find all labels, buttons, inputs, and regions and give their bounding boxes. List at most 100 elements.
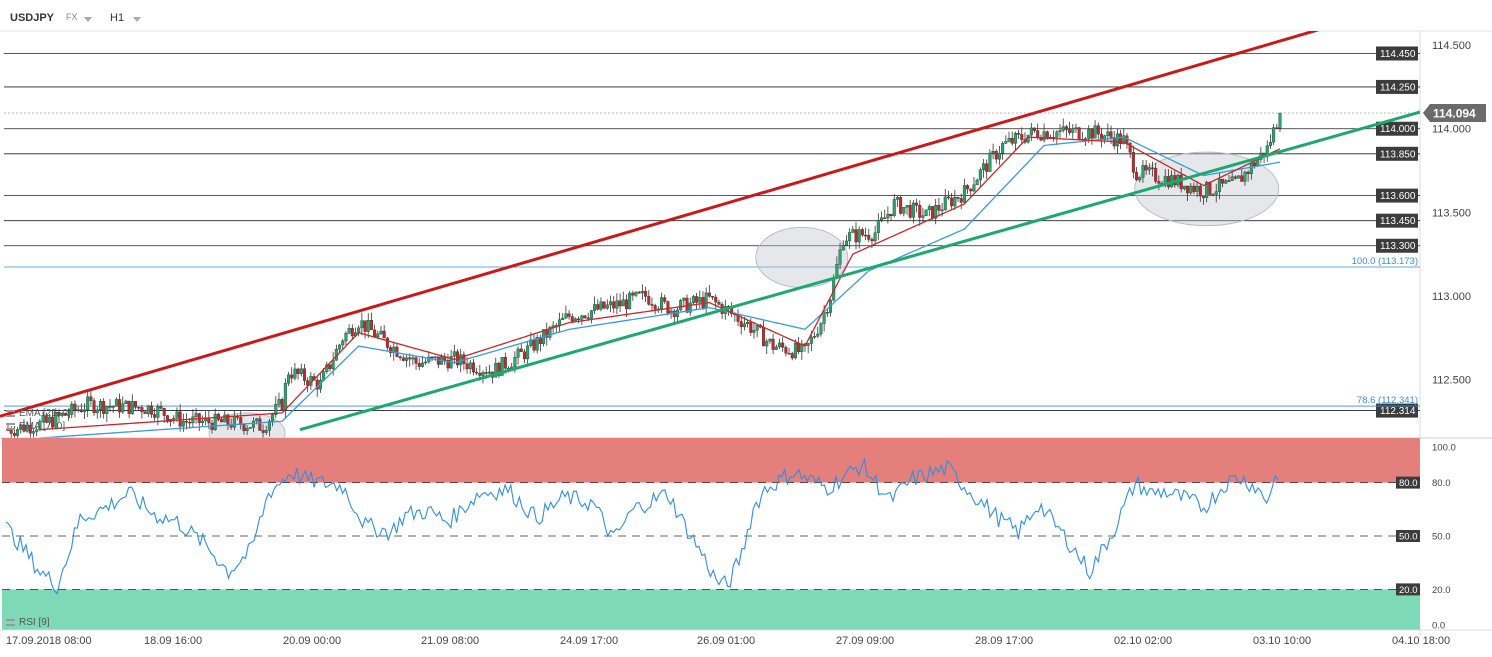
candle-body[interactable] xyxy=(567,313,571,317)
candle-body[interactable] xyxy=(704,292,708,308)
candle-body[interactable] xyxy=(675,309,679,317)
candle-body[interactable] xyxy=(1268,141,1272,146)
candle-body[interactable] xyxy=(494,362,498,378)
candle-body[interactable] xyxy=(701,297,705,308)
candle-body[interactable] xyxy=(245,428,249,431)
candle-body[interactable] xyxy=(813,335,817,338)
candle-body[interactable] xyxy=(137,406,141,409)
candle-body[interactable] xyxy=(1147,167,1151,171)
candle-body[interactable] xyxy=(599,301,603,310)
candle-body[interactable] xyxy=(478,372,482,376)
candle-body[interactable] xyxy=(742,323,746,328)
candle-body[interactable] xyxy=(293,368,297,379)
candle-body[interactable] xyxy=(140,407,144,413)
candle-body[interactable] xyxy=(819,323,823,335)
candle-body[interactable] xyxy=(982,163,986,170)
candle-body[interactable] xyxy=(299,368,303,374)
candle-body[interactable] xyxy=(86,396,90,411)
symbol-label[interactable]: USDJPY xyxy=(10,12,55,24)
candle-body[interactable] xyxy=(921,215,925,218)
candle-body[interactable] xyxy=(637,291,641,294)
candle-body[interactable] xyxy=(1055,131,1059,138)
candle-body[interactable] xyxy=(357,327,361,333)
candle-body[interactable] xyxy=(822,312,826,324)
candle-body[interactable] xyxy=(411,357,415,360)
candle-body[interactable] xyxy=(1106,131,1110,136)
candle-body[interactable] xyxy=(1096,125,1100,135)
candle-body[interactable] xyxy=(1128,143,1132,153)
candle-body[interactable] xyxy=(200,420,204,423)
candle-body[interactable] xyxy=(787,352,791,355)
candle-body[interactable] xyxy=(274,404,278,415)
candle-body[interactable] xyxy=(640,290,644,294)
candle-body[interactable] xyxy=(338,344,342,350)
candle-body[interactable] xyxy=(95,409,99,414)
candle-body[interactable] xyxy=(526,345,530,360)
rsi-line[interactable] xyxy=(5,457,1279,595)
candle-body[interactable] xyxy=(927,206,931,211)
candle-body[interactable] xyxy=(32,431,36,434)
candle-body[interactable] xyxy=(876,220,880,233)
candle-body[interactable] xyxy=(573,318,577,322)
candle-body[interactable] xyxy=(749,322,753,333)
candle-body[interactable] xyxy=(1131,152,1135,173)
candle-body[interactable] xyxy=(880,217,884,221)
candle-body[interactable] xyxy=(433,356,437,359)
candle-body[interactable] xyxy=(389,347,393,353)
candle-body[interactable] xyxy=(628,292,632,310)
ema21-label[interactable]: EMA [21, 0] xyxy=(6,408,71,419)
candle-body[interactable] xyxy=(497,362,501,376)
candle-body[interactable] xyxy=(854,229,858,243)
candle-body[interactable] xyxy=(28,425,32,434)
candle-body[interactable] xyxy=(762,327,766,347)
menu-icon[interactable] xyxy=(6,423,15,430)
candle-body[interactable] xyxy=(991,151,995,154)
candle-body[interactable] xyxy=(1004,141,1008,144)
candle-body[interactable] xyxy=(1224,180,1228,184)
candle-body[interactable] xyxy=(1074,127,1078,129)
candle-body[interactable] xyxy=(79,409,83,412)
candle-body[interactable] xyxy=(181,421,185,427)
candle-body[interactable] xyxy=(242,424,246,431)
candle-body[interactable] xyxy=(969,188,973,192)
candle-body[interactable] xyxy=(768,338,772,342)
candle-body[interactable] xyxy=(1077,127,1081,140)
candle-body[interactable] xyxy=(146,405,150,414)
candle-body[interactable] xyxy=(755,325,759,331)
candle-body[interactable] xyxy=(296,368,300,374)
candle-body[interactable] xyxy=(1135,172,1139,181)
candle-body[interactable] xyxy=(255,418,259,422)
candle-body[interactable] xyxy=(535,337,539,351)
candle-body[interactable] xyxy=(1272,127,1276,143)
candle-body[interactable] xyxy=(118,399,122,413)
candle-body[interactable] xyxy=(165,415,169,422)
candle-body[interactable] xyxy=(752,330,756,333)
trendline[interactable] xyxy=(299,109,1432,432)
candle-body[interactable] xyxy=(1195,185,1199,192)
candle-body[interactable] xyxy=(765,340,769,347)
candle-body[interactable] xyxy=(771,338,775,350)
candle-body[interactable] xyxy=(937,205,941,211)
candle-body[interactable] xyxy=(130,401,134,414)
candle-body[interactable] xyxy=(38,420,42,431)
candle-body[interactable] xyxy=(344,332,348,342)
candle-body[interactable] xyxy=(424,361,428,364)
candle-body[interactable] xyxy=(191,416,195,424)
candle-body[interactable] xyxy=(1010,137,1014,144)
candle-body[interactable] xyxy=(159,406,163,409)
candle-body[interactable] xyxy=(997,153,1001,160)
candle-body[interactable] xyxy=(1122,135,1126,145)
candle-body[interactable] xyxy=(570,316,574,322)
candle-body[interactable] xyxy=(1214,191,1218,195)
candle-body[interactable] xyxy=(1233,176,1237,179)
candle-body[interactable] xyxy=(57,412,61,416)
candle-body[interactable] xyxy=(644,290,648,297)
candle-body[interactable] xyxy=(915,202,919,206)
candle-body[interactable] xyxy=(781,342,785,348)
candle-body[interactable] xyxy=(1240,175,1244,182)
candle-body[interactable] xyxy=(261,430,265,433)
candle-body[interactable] xyxy=(1109,131,1113,138)
candle-body[interactable] xyxy=(341,340,345,346)
candle-body[interactable] xyxy=(577,318,581,321)
candle-body[interactable] xyxy=(857,229,861,243)
